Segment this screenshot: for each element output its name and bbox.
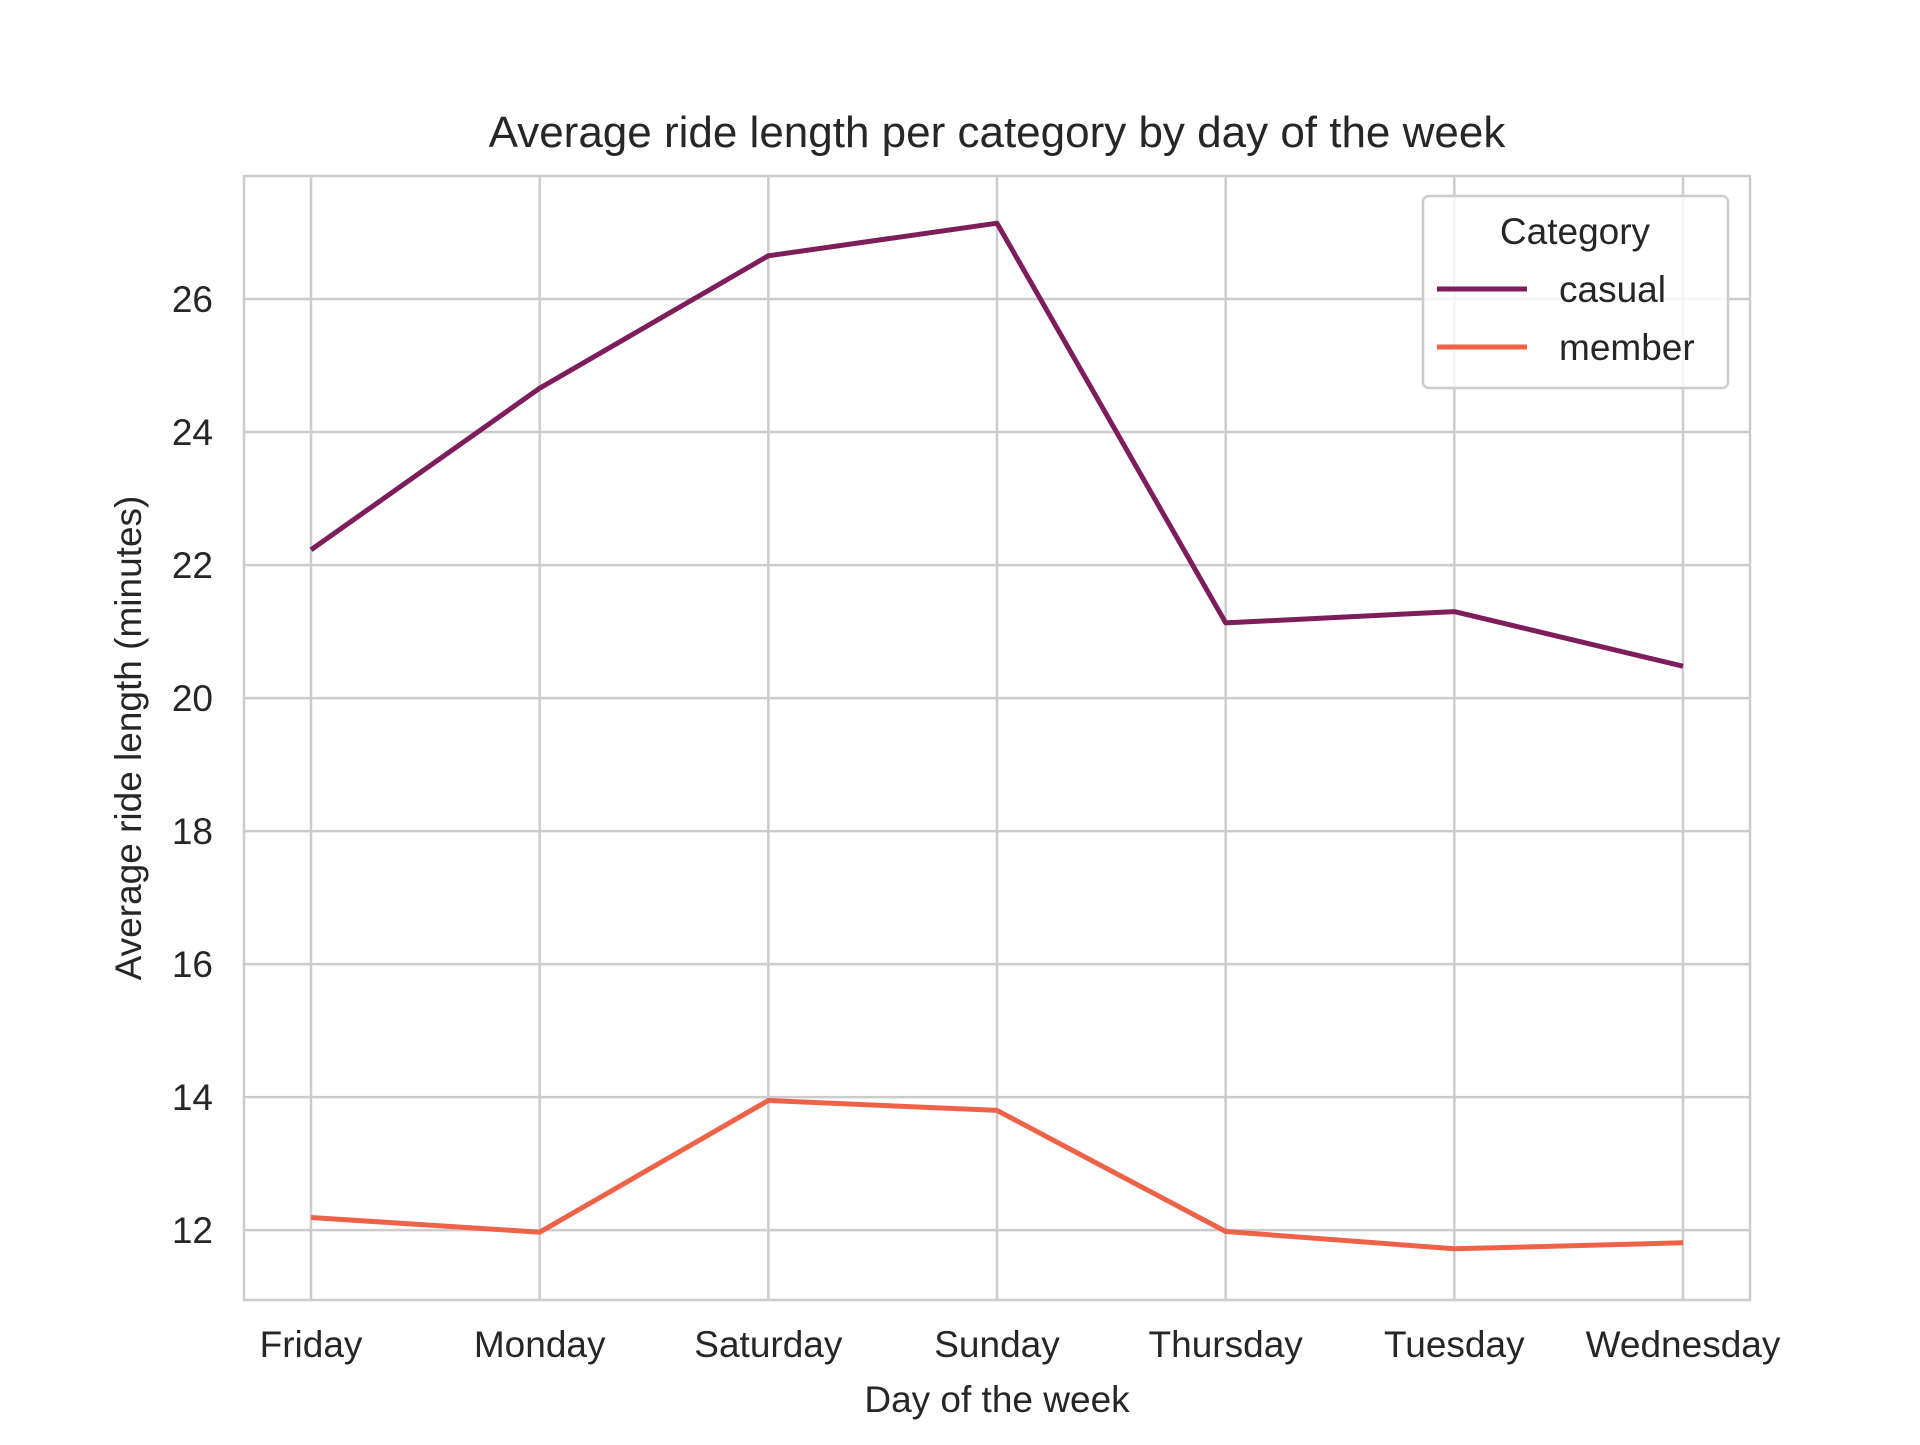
x-tick-label: Tuesday	[1384, 1324, 1525, 1365]
x-tick-label: Saturday	[694, 1324, 843, 1365]
series-line-casual	[309, 220, 1684, 669]
legend-label-member: member	[1559, 327, 1695, 368]
y-tick-label: 20	[172, 678, 213, 719]
y-tick-label: 16	[172, 944, 213, 985]
legend-label-casual: casual	[1559, 269, 1666, 310]
tick-labels: Friday Monday Saturday Sunday Thursday Tuesda…	[172, 279, 1781, 1365]
y-tick-label: 12	[172, 1210, 213, 1251]
y-tick-label: 26	[172, 279, 213, 320]
y-tick-label: 24	[172, 412, 213, 453]
y-tick-label: 22	[172, 545, 213, 586]
y-tick-label: 18	[172, 811, 213, 852]
legend-title: Category	[1500, 211, 1651, 252]
x-tick-label: Sunday	[934, 1324, 1060, 1365]
x-tick-label: Thursday	[1149, 1324, 1304, 1365]
y-axis-label: Average ride length (minutes)	[108, 496, 149, 981]
x-axis-label: Day of the week	[864, 1379, 1130, 1420]
legend-box	[1421, 194, 1730, 390]
x-tick-label: Friday	[260, 1324, 363, 1365]
plot-frame	[242, 174, 1752, 1302]
x-tick-label: Monday	[474, 1324, 606, 1365]
series-line-member	[310, 1098, 1684, 1252]
y-tick-label: 14	[172, 1077, 213, 1118]
legend: Category casual member	[1421, 194, 1730, 390]
chart-title: Average ride length per category by day …	[489, 108, 1507, 157]
series-lines	[309, 220, 1684, 1252]
x-tick-label: Wednesday	[1586, 1324, 1781, 1365]
